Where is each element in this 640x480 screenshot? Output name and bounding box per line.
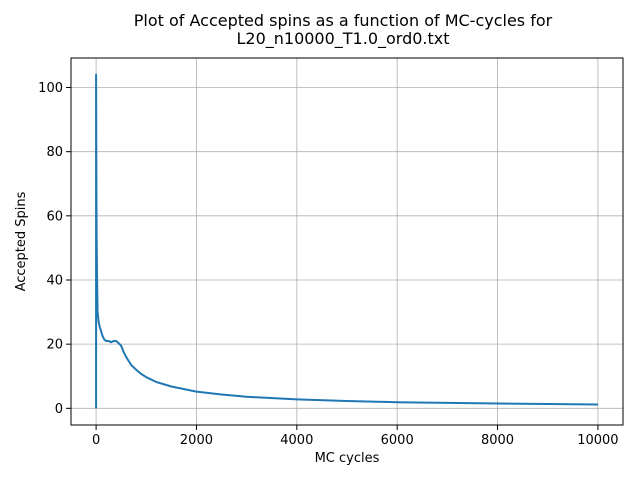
chart-title-line-1: Plot of Accepted spins as a function of … — [134, 11, 553, 30]
y-tick-label: 20 — [46, 338, 63, 353]
x-tick-label: 6000 — [381, 433, 414, 448]
ticks: 0 2000 4000 6000 8000 10000 0 20 40 60 80 100 — [38, 81, 618, 448]
grid — [71, 58, 623, 425]
y-tick-label: 60 — [46, 209, 63, 224]
x-tick-label: 0 — [92, 433, 100, 448]
y-axis-label: Accepted Spins — [14, 191, 29, 291]
plot-frame — [70, 57, 624, 426]
x-axis-label: MC cycles — [315, 451, 380, 466]
x-tick-label: 8000 — [481, 433, 514, 448]
series-layer — [95, 73, 598, 409]
y-tick-label: 40 — [46, 273, 63, 288]
x-tick-label: 2000 — [180, 433, 213, 448]
chart-title-line-2: L20_n10000_T1.0_ord0.txt — [236, 29, 449, 49]
series-line — [95, 73, 598, 409]
x-tick-label: 4000 — [280, 433, 313, 448]
x-tick-label: 10000 — [577, 433, 618, 448]
y-tick-label: 80 — [46, 145, 63, 160]
y-tick-label: 100 — [38, 81, 63, 96]
y-tick-label: 0 — [55, 402, 63, 417]
